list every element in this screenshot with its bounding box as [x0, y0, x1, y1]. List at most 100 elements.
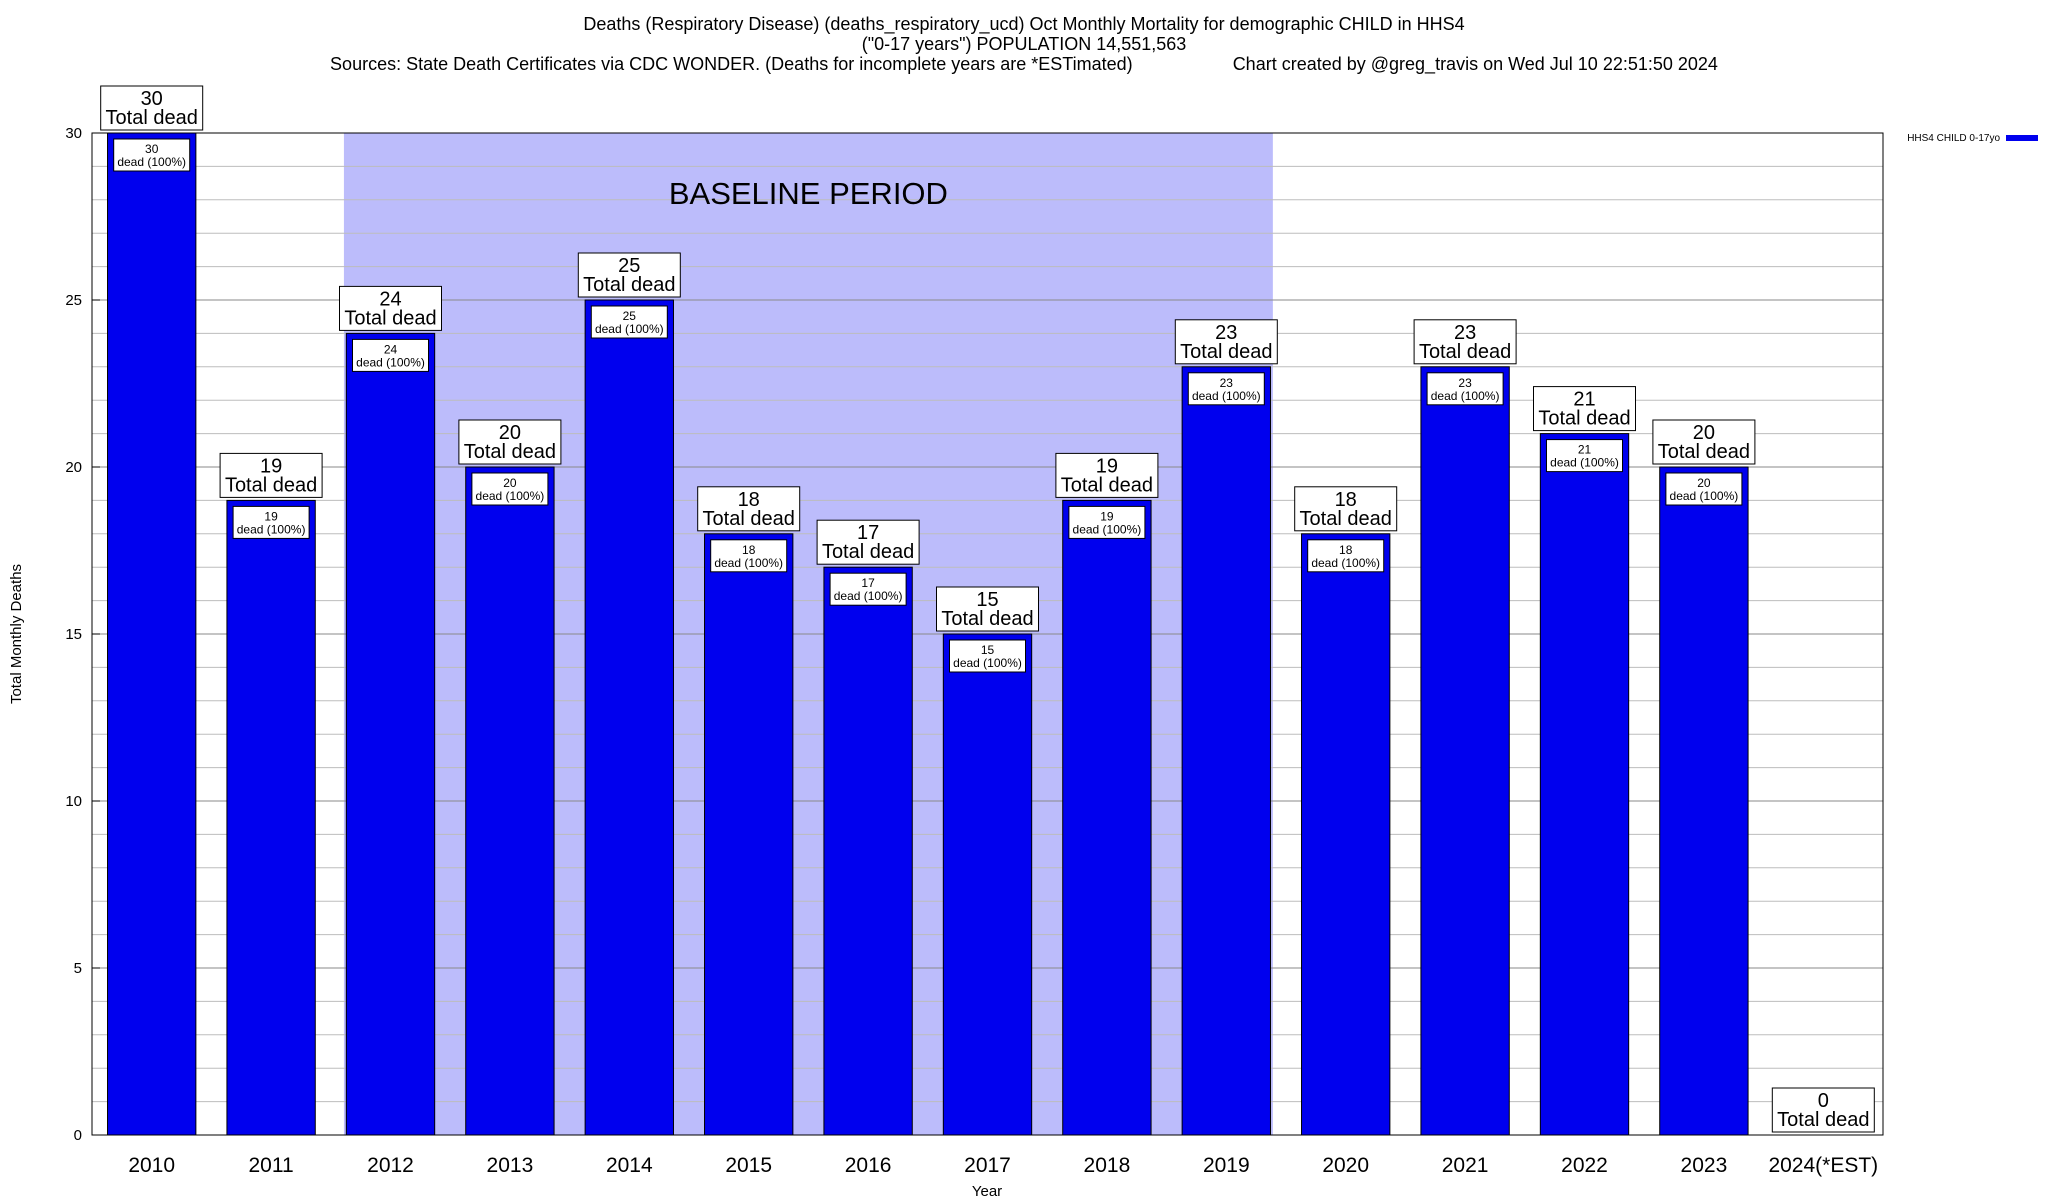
top-label-box	[816, 519, 920, 565]
inner-label-text: dead (100%)	[714, 556, 783, 570]
inner-label-box	[1187, 372, 1265, 406]
top-label-value: 20	[499, 422, 521, 444]
top-label-text: Total dead	[1658, 441, 1750, 463]
x-tick-label: 2013	[487, 1154, 534, 1177]
x-tick-label: 2017	[964, 1154, 1011, 1177]
inner-label-box	[1307, 539, 1385, 573]
y-tick-label: 30	[65, 125, 82, 142]
top-label-value: 24	[379, 288, 401, 310]
bar	[1659, 466, 1749, 1136]
top-label-text: Total dead	[941, 608, 1033, 630]
top-label-value: 30	[141, 88, 163, 110]
inner-label-value: 18	[742, 543, 756, 557]
x-tick-label: 2020	[1322, 1154, 1369, 1177]
bar	[1181, 366, 1271, 1136]
inner-label-text: dead (100%)	[834, 589, 903, 603]
y-tick-label: 5	[74, 960, 82, 977]
x-tick-label: 2015	[725, 1154, 772, 1177]
inner-label-box	[352, 338, 429, 372]
inner-label-text: dead (100%)	[1311, 556, 1380, 570]
y-tick-label: 0	[74, 1127, 82, 1144]
inner-label-text: dead (100%)	[595, 322, 664, 336]
inner-label-value: 24	[384, 342, 398, 356]
top-label-box	[458, 419, 562, 465]
top-label-text: Total dead	[1180, 341, 1272, 363]
inner-label-text: dead (100%)	[1670, 489, 1739, 503]
top-label-box	[339, 285, 442, 331]
x-tick-label: 2018	[1084, 1154, 1131, 1177]
inner-label-box	[113, 138, 191, 172]
top-label-box	[1294, 486, 1398, 532]
baseline-period-label: BASELINE PERIOD	[669, 176, 948, 211]
y-tick-label: 25	[65, 292, 82, 309]
x-tick-label: 2011	[249, 1154, 294, 1177]
top-label-text: Total dead	[1777, 1109, 1869, 1131]
inner-label-text: dead (100%)	[953, 656, 1022, 670]
x-tick-label: 2021	[1442, 1154, 1489, 1177]
top-label-box	[1413, 319, 1517, 365]
chart-sources: Sources: State Death Certificates via CD…	[330, 54, 1133, 74]
top-label-text: Total dead	[703, 508, 795, 530]
inner-label-box	[1546, 439, 1623, 473]
top-label-value: 15	[976, 589, 998, 611]
top-label-value: 20	[1693, 422, 1715, 444]
bar	[823, 566, 913, 1136]
inner-label-value: 23	[1220, 376, 1234, 390]
inner-label-value: 19	[264, 509, 278, 523]
inner-label-box	[590, 305, 668, 339]
bar	[1301, 533, 1391, 1136]
x-tick-label: 2022	[1561, 1154, 1608, 1177]
y-tick-label: 10	[65, 793, 82, 810]
inner-label-value: 17	[861, 576, 875, 590]
inner-label-text: dead (100%)	[1073, 522, 1142, 536]
bar	[584, 299, 674, 1136]
bar	[465, 466, 555, 1136]
top-label-value: 0	[1818, 1090, 1829, 1112]
top-label-text: Total dead	[822, 541, 914, 563]
inner-label-text: dead (100%)	[356, 355, 425, 369]
top-label-value: 17	[857, 522, 879, 544]
top-label-value: 18	[738, 489, 760, 511]
top-label-text: Total dead	[225, 474, 317, 496]
inner-label-value: 25	[623, 309, 637, 323]
bar	[1539, 433, 1630, 1136]
inner-label-value: 19	[1100, 509, 1114, 523]
inner-label-value: 18	[1339, 543, 1353, 557]
bar	[704, 533, 794, 1136]
top-label-box	[1174, 319, 1278, 365]
top-label-value: 19	[1096, 455, 1118, 477]
top-label-box	[1533, 386, 1636, 432]
inner-label-box	[1665, 472, 1743, 506]
top-label-value: 23	[1454, 322, 1476, 344]
chart-title: Deaths (Respiratory Disease) (deaths_res…	[583, 14, 1465, 34]
inner-label-value: 30	[145, 142, 159, 156]
inner-label-text: dead (100%)	[476, 489, 545, 503]
top-label-box	[1652, 419, 1756, 465]
inner-label-text: dead (100%)	[1431, 389, 1500, 403]
top-label-value: 21	[1573, 389, 1595, 411]
inner-label-box	[471, 472, 549, 506]
bar	[345, 332, 436, 1136]
x-tick-label: 2024(*EST)	[1768, 1154, 1878, 1177]
top-label-text: Total dead	[344, 307, 436, 329]
y-tick-label: 15	[65, 626, 82, 643]
top-label-text: Total dead	[464, 441, 556, 463]
chart-title-block: Deaths (Respiratory Disease) (deaths_res…	[0, 14, 2048, 74]
inner-label-box	[1068, 505, 1146, 539]
inner-label-value: 20	[1697, 476, 1711, 490]
inner-label-value: 21	[1578, 443, 1592, 457]
x-tick-label: 2019	[1203, 1154, 1250, 1177]
bar	[1420, 366, 1510, 1136]
inner-label-value: 15	[981, 643, 995, 657]
y-axis-label: Total Monthly Deaths	[8, 564, 25, 704]
chart-sources-line: Sources: State Death Certificates via CD…	[0, 54, 2048, 74]
x-tick-label: 2014	[606, 1154, 653, 1177]
top-label-box	[100, 85, 204, 131]
top-label-box	[936, 586, 1039, 632]
top-label-box	[219, 452, 323, 498]
top-label-text: Total dead	[106, 107, 198, 129]
legend-swatch	[2006, 135, 2038, 141]
inner-label-box	[949, 639, 1026, 673]
top-label-value: 25	[618, 255, 640, 277]
